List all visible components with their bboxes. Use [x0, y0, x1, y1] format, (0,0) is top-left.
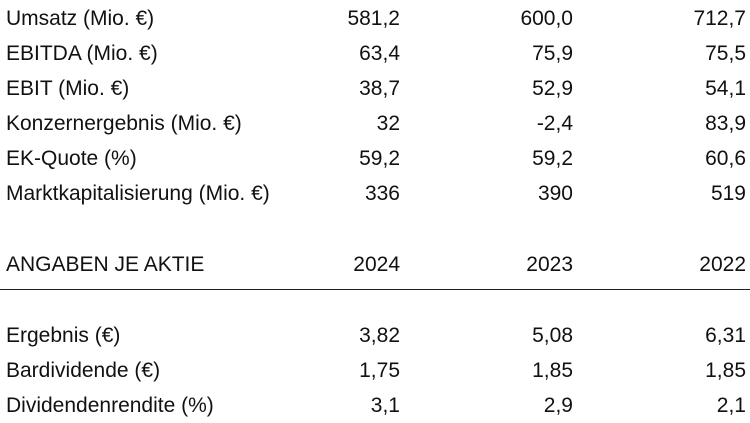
value-2022: 83,9 — [705, 112, 746, 135]
row-label: Dividendenrendite (%) — [6, 394, 214, 417]
row-label: Konzernergebnis (Mio. €) — [6, 112, 242, 135]
table-row-ergebnis: Ergebnis (€) 3,82 5,08 6,31 — [0, 319, 750, 353]
table-row-marktkapitalisierung: Marktkapitalisierung (Mio. €) 336 390 51… — [0, 177, 750, 211]
value-2024: 3,1 — [370, 394, 400, 417]
year-header-2024: 2024 — [353, 253, 400, 276]
value-2023: 600,0 — [520, 7, 573, 30]
value-2022: 519 — [710, 182, 746, 205]
section-title: ANGABEN JE AKTIE — [6, 253, 205, 276]
table-row-bardividende: Bardividende (€) 1,75 1,85 1,85 — [0, 354, 750, 388]
value-2022: 1,85 — [705, 359, 746, 382]
value-2023: 2,9 — [543, 394, 573, 417]
value-2024: 38,7 — [359, 77, 400, 100]
value-2023: 52,9 — [532, 77, 573, 100]
value-2024: 59,2 — [359, 147, 400, 170]
value-2023: 59,2 — [532, 147, 573, 170]
table-row-ebit: EBIT (Mio. €) 38,7 52,9 54,1 — [0, 72, 750, 106]
value-2022: 60,6 — [705, 147, 746, 170]
row-label: Bardividende (€) — [6, 359, 161, 382]
year-header-2023: 2023 — [526, 253, 573, 276]
value-2022: 712,7 — [693, 7, 746, 30]
value-2024: 581,2 — [347, 7, 400, 30]
value-2024: 1,75 — [359, 359, 400, 382]
value-2023: 390 — [537, 182, 573, 205]
row-label: Umsatz (Mio. €) — [6, 7, 155, 30]
year-header-2022: 2022 — [699, 253, 746, 276]
row-label: Ergebnis (€) — [6, 324, 121, 347]
table-row-dividendenrendite: Dividendenrendite (%) 3,1 2,9 2,1 — [0, 389, 750, 423]
value-2023: 75,9 — [532, 42, 573, 65]
table-row-umsatz: Umsatz (Mio. €) 581,2 600,0 712,7 — [0, 2, 750, 36]
table-row-konzernergebnis: Konzernergebnis (Mio. €) 32 -2,4 83,9 — [0, 107, 750, 141]
row-label: Marktkapitalisierung (Mio. €) — [6, 182, 270, 205]
value-2024: 32 — [376, 112, 400, 135]
row-label: EBITDA (Mio. €) — [6, 42, 158, 65]
value-2023: 1,85 — [532, 359, 573, 382]
value-2024: 3,82 — [359, 324, 400, 347]
value-2022: 54,1 — [705, 77, 746, 100]
row-label: EBIT (Mio. €) — [6, 77, 130, 100]
value-2022: 2,1 — [716, 394, 746, 417]
section-header-aktie: ANGABEN JE AKTIE 2024 2023 2022 — [0, 248, 750, 282]
value-2024: 336 — [364, 182, 400, 205]
value-2023: 5,08 — [532, 324, 573, 347]
value-2022: 75,5 — [705, 42, 746, 65]
row-label: EK-Quote (%) — [6, 147, 137, 170]
value-2024: 63,4 — [359, 42, 400, 65]
table-row-ek-quote: EK-Quote (%) 59,2 59,2 60,6 — [0, 142, 750, 176]
value-2022: 6,31 — [705, 324, 746, 347]
table-row-ebitda: EBITDA (Mio. €) 63,4 75,9 75,5 — [0, 37, 750, 71]
section-divider — [0, 289, 750, 290]
value-2023: -2,4 — [536, 112, 573, 135]
